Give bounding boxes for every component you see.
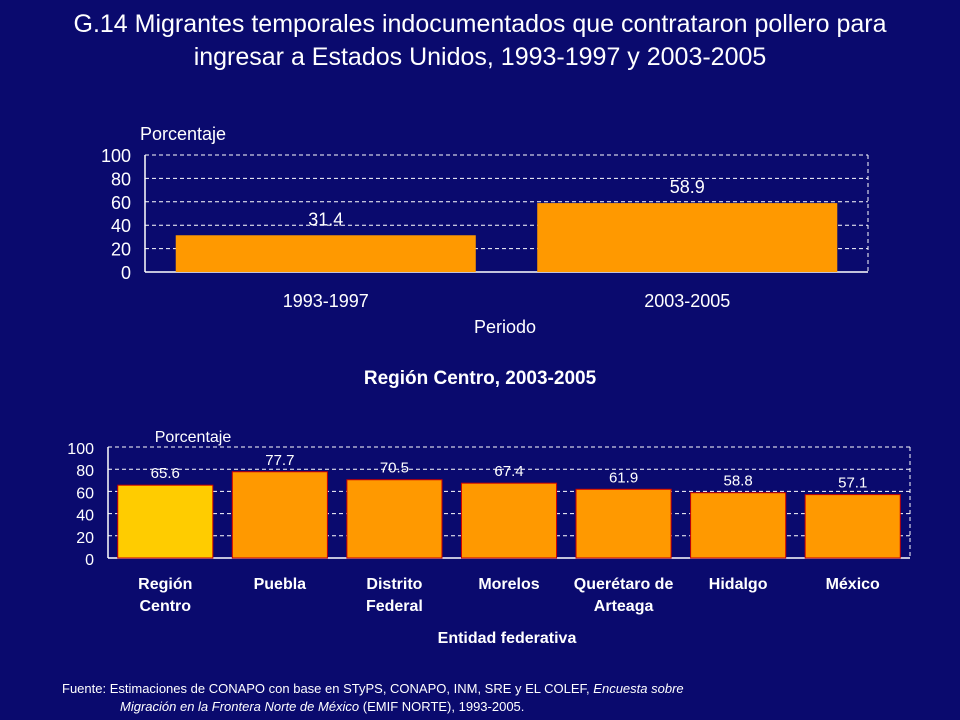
x-tick-label: Hidalgo bbox=[709, 576, 768, 593]
data-label: 31.4 bbox=[308, 209, 343, 229]
y-tick-label: 20 bbox=[76, 530, 94, 547]
data-label: 77.7 bbox=[265, 452, 294, 469]
bar bbox=[175, 235, 476, 272]
data-label: 67.4 bbox=[494, 463, 523, 480]
x-tick-label: 1993-1997 bbox=[283, 291, 369, 311]
source-italic-2: Migración en la Frontera Norte de México bbox=[120, 699, 360, 714]
y-tick-label: 80 bbox=[76, 463, 94, 480]
bar bbox=[117, 484, 214, 559]
bar bbox=[346, 479, 443, 559]
chart-subtitle-region-centro: Región Centro, 2003-2005 bbox=[363, 368, 597, 389]
bar bbox=[690, 492, 787, 559]
chart-periodo: 0 20 40 60 80 100 Porcentaje 31.4 1993-1997 58.9 2… bbox=[101, 124, 869, 337]
y-tick-label: 100 bbox=[101, 146, 131, 166]
y-axis-label: Porcentaje bbox=[140, 124, 226, 144]
y-tick-label: 40 bbox=[111, 216, 131, 236]
data-label: 61.9 bbox=[609, 469, 638, 486]
y-tick-label: 20 bbox=[111, 240, 131, 260]
y-tick-label: 0 bbox=[121, 263, 131, 283]
x-tick-label: 2003-2005 bbox=[644, 291, 730, 311]
chart-title: G.14 Migrantes temporales indocumentados… bbox=[73, 10, 887, 71]
y-tick-label: 60 bbox=[111, 193, 131, 213]
data-label: 70.5 bbox=[380, 460, 409, 477]
bar bbox=[575, 488, 672, 559]
x-tick-label: Querétaro de bbox=[574, 576, 674, 593]
bar bbox=[537, 203, 838, 272]
y-tick-label: 60 bbox=[76, 485, 94, 502]
bar bbox=[460, 482, 558, 559]
y-axis-label: Porcentaje bbox=[155, 429, 232, 446]
x-tick-label: Morelos bbox=[478, 576, 539, 593]
data-label: 57.1 bbox=[838, 475, 867, 492]
x-tick-label: Centro bbox=[140, 598, 192, 615]
x-tick-label: México bbox=[826, 576, 880, 593]
x-tick-label: Puebla bbox=[254, 576, 307, 593]
source-prefix: Fuente: Estimaciones de CONAPO con base … bbox=[62, 681, 590, 696]
source-suffix: (EMIF NORTE), 1993-2005. bbox=[362, 699, 525, 714]
data-label: 58.8 bbox=[724, 473, 753, 490]
y-tick-label: 100 bbox=[67, 441, 94, 458]
source-italic-1: Encuesta sobre bbox=[593, 681, 684, 696]
y-tick-label: 0 bbox=[85, 552, 94, 569]
x-tick-label: Arteaga bbox=[594, 598, 654, 615]
source-note: Fuente: Estimaciones de CONAPO con base … bbox=[62, 680, 892, 716]
x-axis-label: Entidad federativa bbox=[438, 630, 577, 647]
x-tick-label: Región bbox=[138, 576, 192, 593]
bar bbox=[231, 471, 328, 559]
x-tick-label: Federal bbox=[366, 598, 423, 615]
data-label: 65.6 bbox=[151, 465, 180, 482]
y-tick-label: 40 bbox=[76, 508, 94, 525]
x-axis-label: Periodo bbox=[474, 317, 536, 337]
bar bbox=[804, 494, 901, 559]
y-tick-label: 80 bbox=[111, 169, 131, 189]
data-label: 58.9 bbox=[670, 177, 705, 197]
x-tick-label: Distrito bbox=[366, 576, 422, 593]
